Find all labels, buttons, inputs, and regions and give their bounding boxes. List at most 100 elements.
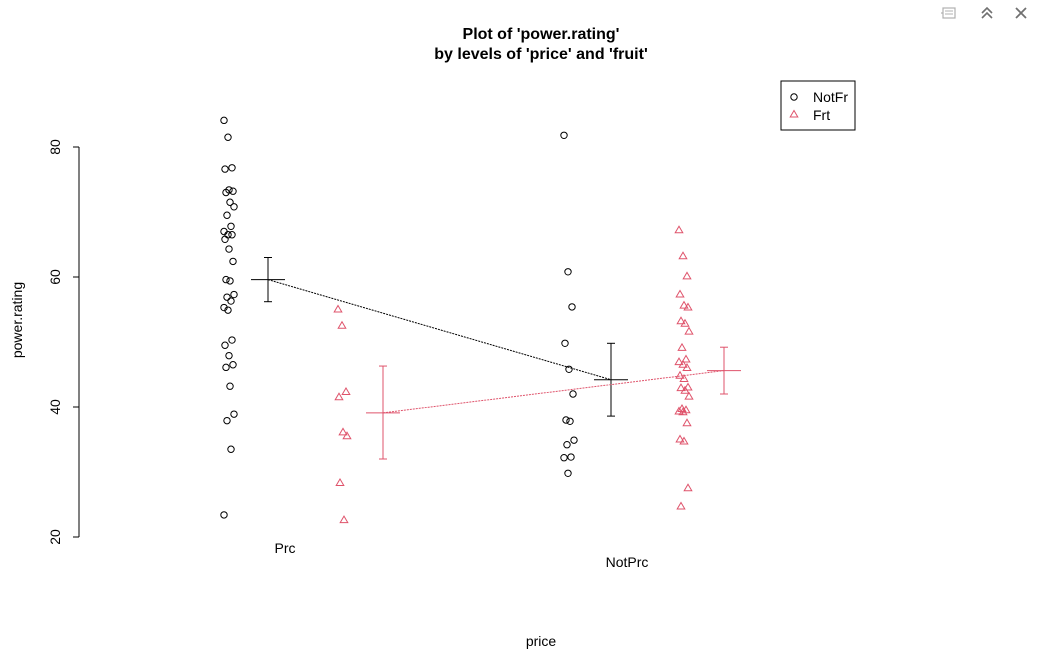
y-tick-label-40: 40 xyxy=(47,399,63,415)
notfr-prc-point-15 xyxy=(225,245,233,253)
notfr-prc-point-10 xyxy=(227,222,235,231)
notfr-prc-point-2 xyxy=(228,164,236,172)
frt-prc-point-6 xyxy=(335,478,345,487)
notfr-prc-point-6 xyxy=(222,188,230,197)
notfr-prc-point-23 xyxy=(224,306,232,314)
notfr-prc-point-17 xyxy=(222,275,230,284)
frt-notprc-point-24 xyxy=(682,418,692,427)
notfr-notprc-point-5 xyxy=(569,390,577,398)
notfr-notprc-point-6 xyxy=(562,416,570,424)
notfr-prc-point-27 xyxy=(229,361,237,369)
notfr-notprc-point-10 xyxy=(567,453,575,461)
notfr-prc-point-26 xyxy=(225,351,233,360)
legend: NotFr Frt xyxy=(780,80,856,131)
frt-prc-point-1 xyxy=(337,320,347,329)
export-icon[interactable] xyxy=(938,2,960,24)
notfr-prc-point-8 xyxy=(230,203,238,211)
x-tick-label-prc: Prc xyxy=(275,540,296,556)
notfr-notprc-point-7 xyxy=(566,417,574,425)
frt-notprc-point-18 xyxy=(680,385,690,394)
chart-subtitle: by levels of 'price' and 'fruit' xyxy=(434,46,648,63)
notfr-prc-point-5 xyxy=(229,187,237,195)
notfr-prc-point-28 xyxy=(222,363,230,372)
notfr-notprc-point-9 xyxy=(563,441,571,449)
frt-mean-line xyxy=(382,370,725,414)
frt-notprc-point-2 xyxy=(682,271,692,280)
mean-markers xyxy=(251,257,741,460)
notfr-prc-point-14 xyxy=(221,235,229,244)
notfr-notprc-point-8 xyxy=(570,436,578,444)
notfr-prc-point-0 xyxy=(220,116,228,125)
frt-notprc-point-11 xyxy=(674,357,684,366)
frt-notprc-point-10 xyxy=(681,354,691,363)
frt-notprc-point-13 xyxy=(682,363,692,371)
y-axis-label: power.rating xyxy=(9,282,25,358)
data-points xyxy=(220,116,694,524)
frt-notprc-point-23 xyxy=(678,407,688,416)
frt-notprc-point-16 xyxy=(683,382,693,391)
frt-prc-point-2 xyxy=(341,387,351,396)
notfr-notprc-point-2 xyxy=(568,303,576,311)
frt-notprc-point-25 xyxy=(675,434,685,443)
frt-notprc-point-8 xyxy=(684,326,694,335)
frt-prc-point-4 xyxy=(338,427,348,436)
frt-prc-point-3 xyxy=(334,392,344,401)
frt-notprc-point-19 xyxy=(684,391,694,400)
legend-label-notfr: NotFr xyxy=(813,89,848,105)
notfr-prc-point-20 xyxy=(223,293,231,301)
legend-label-frt: Frt xyxy=(813,107,830,123)
frt-notprc-point-15 xyxy=(679,374,689,383)
frt-notprc-point-14 xyxy=(675,370,685,379)
frt-prc-point-5 xyxy=(342,431,352,440)
frt-notprc-point-17 xyxy=(676,383,686,392)
frt-notprc-point-27 xyxy=(683,483,693,492)
frt-notprc-point-28 xyxy=(676,501,686,510)
notfr-prc-point-33 xyxy=(220,511,228,519)
notfr-notprc-point-4 xyxy=(565,365,573,373)
legend-box xyxy=(780,80,856,131)
frt-notprc-point-5 xyxy=(683,302,693,311)
notfr-prc-point-13 xyxy=(228,231,236,239)
notfr-prc-point-24 xyxy=(228,336,236,344)
notfr-prc-point-21 xyxy=(227,297,235,305)
notfr-notprc-point-3 xyxy=(561,339,569,347)
notfr-prc-point-9 xyxy=(223,211,231,219)
notfr-prc-point-7 xyxy=(226,198,234,206)
frt-prc-point-0 xyxy=(333,304,343,313)
y-tick-label-20: 20 xyxy=(47,529,63,545)
frt-notprc-point-7 xyxy=(680,318,690,327)
notfr-notprc-point-1 xyxy=(564,268,572,276)
notfr-prc-point-30 xyxy=(230,410,238,418)
y-axis-ticks: 20 40 60 80 xyxy=(47,139,79,545)
y-tick-label-80: 80 xyxy=(47,139,63,155)
x-tick-label-notprc: NotPrc xyxy=(606,554,649,570)
notfr-notprc-point-0 xyxy=(560,131,568,140)
frt-notprc-point-22 xyxy=(674,406,684,415)
x-axis-label: price xyxy=(526,633,557,649)
notfr-notprc-point-12 xyxy=(564,469,572,477)
close-icon[interactable] xyxy=(1010,2,1032,24)
legend-triangle-icon xyxy=(789,109,799,118)
legend-circle-icon xyxy=(790,93,798,101)
notfr-prc-point-32 xyxy=(227,445,235,453)
notfr-prc-point-31 xyxy=(223,416,231,425)
notfr-prc-point-19 xyxy=(230,290,238,299)
frt-notprc-point-3 xyxy=(675,289,685,298)
notfr-prc-point-3 xyxy=(221,165,229,173)
notfr-prc-point-25 xyxy=(221,341,229,349)
notfr-mean-line xyxy=(267,279,612,381)
collapse-icon[interactable] xyxy=(976,2,998,24)
frt-notprc-point-6 xyxy=(676,316,686,325)
notfr-notprc-point-11 xyxy=(560,454,568,462)
frt-notprc-point-26 xyxy=(679,436,689,445)
frt-notprc-point-4 xyxy=(679,300,689,309)
frt-notprc-point-9 xyxy=(677,342,687,351)
y-tick-label-60: 60 xyxy=(47,269,63,285)
notfr-prc-point-22 xyxy=(220,303,228,312)
frt-notprc-point-1 xyxy=(678,251,688,260)
frt-prc-point-7 xyxy=(339,515,349,524)
notfr-prc-point-1 xyxy=(224,133,232,141)
notfr-prc-point-18 xyxy=(226,277,234,285)
